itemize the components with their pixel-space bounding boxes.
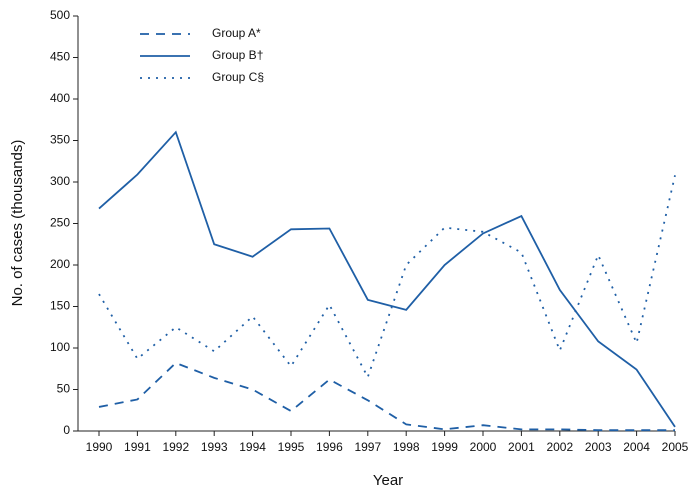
y-tick-label: 450	[50, 50, 70, 64]
legend-label: Group B†	[212, 48, 263, 62]
series-line	[98, 361, 675, 432]
x-tick-label: 1991	[124, 440, 151, 454]
y-tick-label: 150	[50, 299, 70, 313]
y-tick-label: 400	[50, 91, 70, 105]
series-line	[98, 175, 676, 380]
x-tick-label: 2003	[585, 440, 612, 454]
x-tick-label: 2000	[470, 440, 497, 454]
y-tick-label: 100	[50, 340, 70, 354]
y-tick-label: 350	[50, 133, 70, 147]
legend-label: Group C§	[212, 70, 264, 84]
x-tick-label: 2002	[546, 440, 573, 454]
legend-label: Group A*	[212, 26, 261, 40]
x-tick-label: 1993	[201, 440, 228, 454]
y-tick-label: 250	[50, 216, 70, 230]
x-tick-label: 2001	[508, 440, 535, 454]
y-tick-label: 200	[50, 257, 70, 271]
x-tick-label: 1998	[393, 440, 420, 454]
y-tick-label: 50	[57, 382, 71, 396]
x-tick-label: 2004	[623, 440, 650, 454]
y-tick-label: 500	[50, 8, 70, 22]
x-tick-label: 1999	[431, 440, 458, 454]
x-tick-label: 1992	[162, 440, 189, 454]
x-tick-label: 1995	[278, 440, 305, 454]
x-tick-label: 1994	[239, 440, 266, 454]
x-tick-label: 1990	[86, 440, 113, 454]
series-line	[98, 130, 676, 428]
x-axis-title: Year	[373, 472, 403, 489]
y-tick-label: 300	[50, 174, 70, 188]
x-tick-label: 1997	[354, 440, 381, 454]
x-tick-label: 2005	[662, 440, 689, 454]
y-tick-label: 0	[63, 423, 70, 437]
y-axis-title: No. of cases (thousands)	[9, 140, 26, 307]
x-tick-label: 1996	[316, 440, 343, 454]
